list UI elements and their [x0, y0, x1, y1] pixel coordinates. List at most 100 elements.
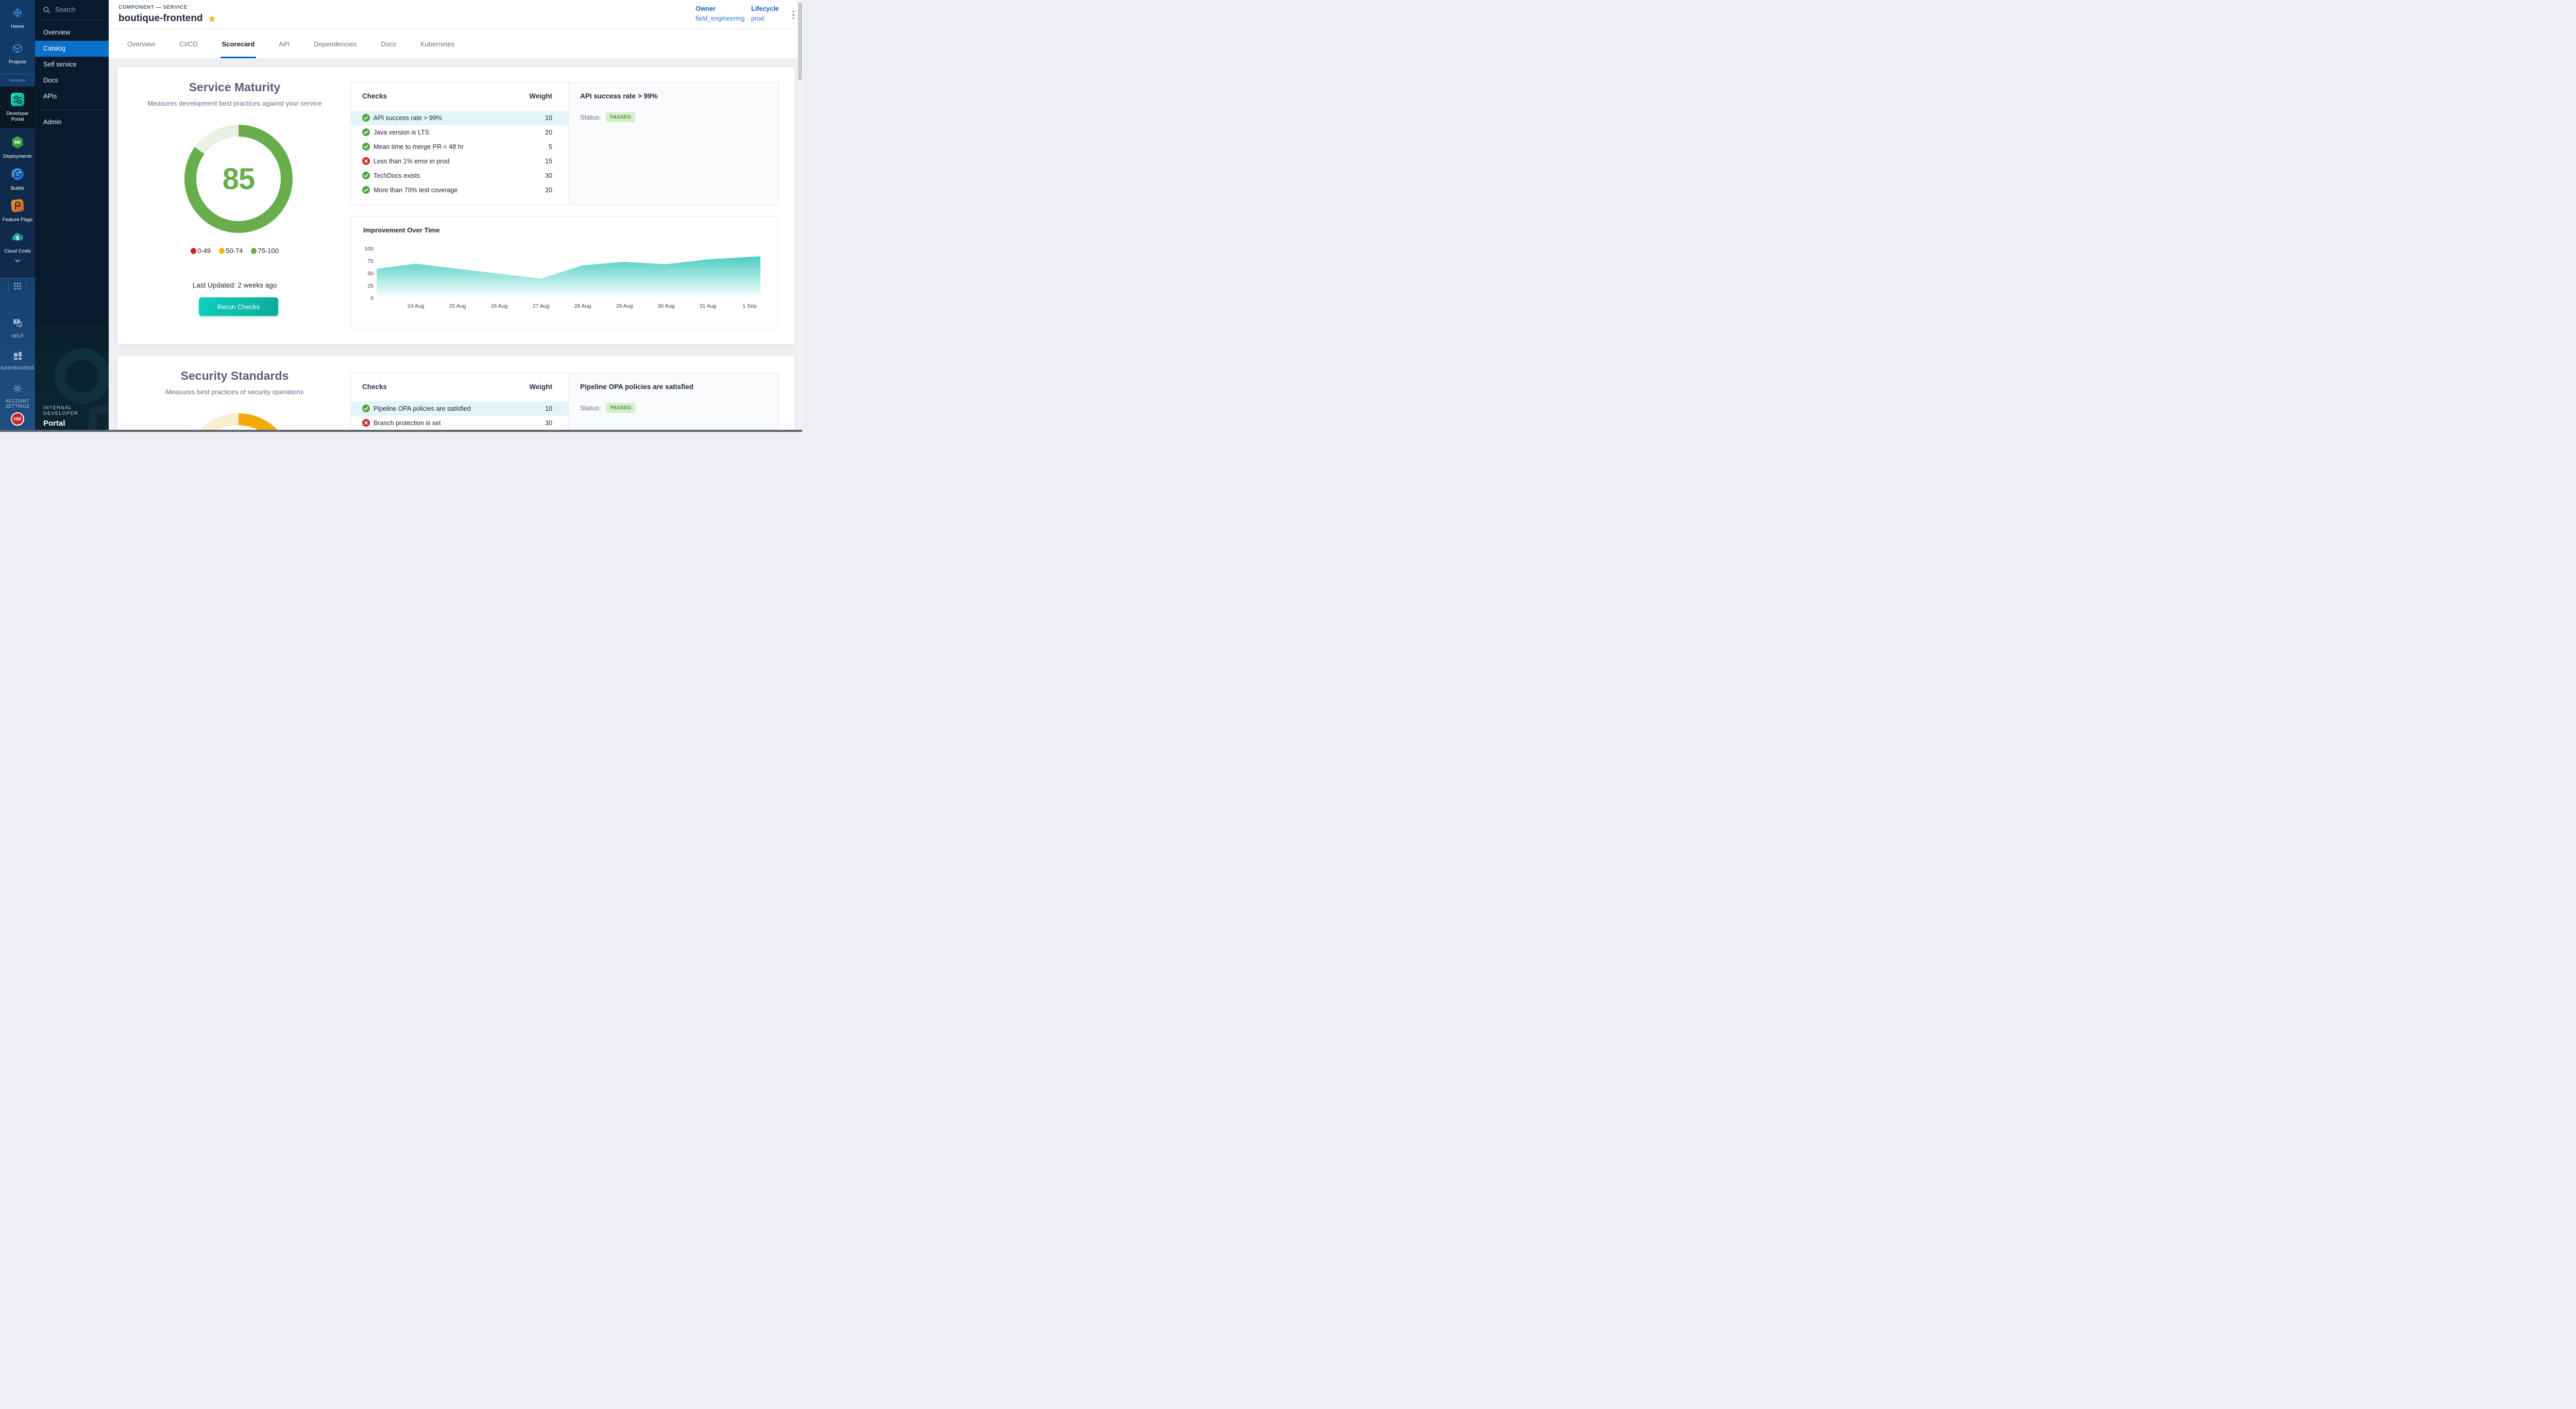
status-badge: PASSED	[606, 403, 636, 413]
rail-collapse-handle[interactable]	[0, 74, 35, 87]
search-placeholder: Search	[55, 6, 76, 13]
check-weight: 10	[545, 405, 552, 412]
horizontal-scrollbar[interactable]	[0, 430, 802, 432]
lifecycle-meta: Lifecycle prod	[751, 5, 779, 22]
chart-x-tick: 26 Aug	[490, 303, 508, 309]
owner-meta: Owner field_engineering	[696, 5, 744, 22]
weight-column-header: Weight	[529, 92, 552, 100]
check-label: Less than 1% error in prod	[374, 158, 450, 165]
feature-flags-icon	[11, 199, 24, 215]
scorecard-subtitle: Measures best practices of security oper…	[165, 388, 304, 396]
tab-overview[interactable]: Overview	[127, 40, 156, 48]
check-row[interactable]: Mean time to merge PR < 48 hr 5	[351, 140, 568, 154]
check-detail-title: Pipeline OPA policies are satisfied	[580, 383, 693, 391]
last-updated-text: Last Updated: 2 weeks ago	[192, 281, 277, 289]
check-weight: 10	[545, 114, 552, 122]
check-label: More than 70% test coverage	[374, 187, 458, 194]
chart-x-tick: 24 Aug	[407, 303, 425, 309]
check-row[interactable]: TechDocs exists 30	[351, 169, 568, 183]
scorecard-summary: Security Standards Measures best practice…	[117, 356, 352, 432]
check-label: Mean time to merge PR < 48 hr	[374, 143, 464, 150]
rail-item-dashboards[interactable]: DASHBOARDS	[0, 348, 35, 374]
portal-title: Portal	[43, 419, 65, 428]
check-row[interactable]: Branch protection is set 30	[351, 416, 568, 430]
chart-y-tick: 0	[370, 295, 374, 301]
grid-icon	[14, 282, 21, 290]
rail-item-help[interactable]: ? HELP	[0, 314, 35, 342]
entity-header: COMPONENT — SERVICE boutique-frontend Ow…	[109, 0, 802, 29]
vertical-scrollbar	[798, 0, 802, 432]
more-options-icon[interactable]	[789, 9, 798, 21]
sidebar-item-admin[interactable]: Admin	[43, 119, 62, 126]
status-label: Status:	[580, 404, 601, 412]
scorecard-summary: Service Maturity Measures development bes…	[117, 67, 352, 344]
search-icon	[43, 6, 50, 13]
entity-tabs: Overview CI/CD Scorecard API Dependencies Doc…	[109, 29, 802, 58]
tab-docs[interactable]: Docs	[381, 40, 396, 48]
chart-y-tick: 75	[367, 258, 374, 264]
search-input[interactable]: Search	[35, 0, 109, 20]
tab-ci-cd[interactable]: CI/CD	[179, 40, 198, 48]
owner-label: Owner	[696, 5, 716, 12]
legend-dot-icon	[191, 247, 197, 254]
chart-x-tick: 28 Aug	[574, 303, 591, 309]
decor-line	[107, 369, 109, 382]
check-passed-icon	[362, 172, 370, 179]
rail-item-feature-flags[interactable]: Feature Flags	[0, 196, 35, 226]
tab-kubernetes[interactable]: Kubernetes	[420, 40, 455, 48]
tab-scorecard[interactable]: Scorecard	[220, 29, 256, 58]
chart-y-tick: 50	[367, 271, 374, 277]
improvement-chart-panel: Improvement Over Time 100 75 50 25 0 24 Aug 25 …	[350, 216, 778, 328]
check-row[interactable]: Pipeline OPA policies are satisfied 10	[351, 401, 568, 416]
vertical-scrollbar-thumb[interactable]	[799, 3, 802, 80]
check-row[interactable]: Java version is LTS 20	[351, 125, 568, 140]
owner-link[interactable]: field_engineering	[696, 15, 745, 22]
favorite-star-icon[interactable]	[208, 14, 216, 23]
rerun-checks-button[interactable]: Rerun Checks	[199, 297, 278, 316]
check-passed-icon	[362, 114, 370, 122]
check-weight: 20	[545, 129, 552, 136]
sidebar-item-docs[interactable]: Docs	[43, 77, 58, 84]
sidebar-item-self-service[interactable]: Self service	[43, 61, 77, 68]
check-row[interactable]: Less than 1% error in prod 15	[351, 154, 568, 169]
decor-rect	[89, 405, 109, 432]
checks-panel: Checks Weight API success rate > 99% 10 Java…	[350, 82, 779, 205]
projects-icon	[11, 42, 24, 57]
rail-item-builds[interactable]: Builds	[0, 164, 35, 194]
help-icon: ?	[12, 317, 23, 331]
sidebar-item-catalog[interactable]: Catalog	[35, 41, 109, 57]
check-weight: 5	[549, 143, 552, 150]
rail-item-projects[interactable]: Projects	[0, 39, 35, 68]
area-chart	[377, 256, 760, 298]
check-row[interactable]: API success rate > 99% 10	[351, 111, 568, 125]
decor-circle	[55, 348, 109, 404]
tab-api[interactable]: API	[279, 40, 290, 48]
sidebar-item-overview[interactable]: Overview	[43, 29, 71, 36]
check-weight: 30	[545, 172, 552, 179]
avatar[interactable]: HM	[11, 412, 24, 426]
lifecycle-label: Lifecycle	[751, 5, 779, 12]
module-grid-button[interactable]	[0, 277, 35, 294]
home-icon	[11, 7, 24, 22]
chevron-down-icon[interactable]	[14, 259, 21, 263]
check-label: API success rate > 99%	[374, 114, 443, 122]
divider	[40, 109, 104, 110]
rail-item-account-settings[interactable]: ACCOUNT SETTINGS	[0, 380, 35, 412]
check-row[interactable]: More than 70% test coverage 20	[351, 183, 568, 197]
sidebar-item-apis[interactable]: APIs	[43, 93, 57, 100]
scorecard-card-security-standards: Security Standards Measures best practice…	[117, 356, 795, 432]
check-passed-icon	[362, 186, 370, 194]
check-detail-pane: Pipeline OPA policies are satisfied Statu…	[568, 373, 778, 432]
rail-item-cloud-costs[interactable]: $ Cloud Costs	[0, 227, 35, 257]
chart-plot-area	[377, 249, 760, 298]
check-label: Branch protection is set	[374, 420, 441, 427]
account-settings-icon	[12, 383, 23, 396]
rail-item-developer-portal[interactable]: Developer Portal	[0, 90, 35, 126]
rail-item-home[interactable]: Home	[0, 4, 35, 32]
check-weight: 30	[545, 420, 552, 427]
check-label: Java version is LTS	[374, 129, 430, 136]
rail-item-deployments[interactable]: Deployments	[0, 132, 35, 162]
tab-dependencies[interactable]: Dependencies	[314, 40, 357, 48]
check-detail-title: API success rate > 99%	[580, 92, 658, 100]
weight-column-header: Weight	[529, 383, 552, 391]
